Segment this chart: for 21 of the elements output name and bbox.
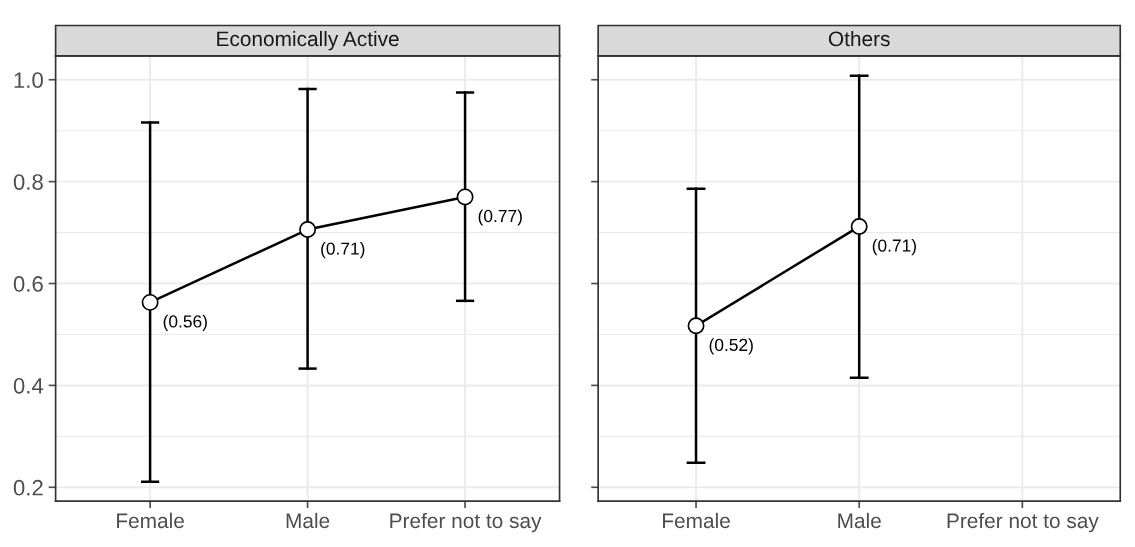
chart-title: Others <box>828 30 890 47</box>
y-tick-label: 1.0 <box>14 72 43 89</box>
x-tick-label: Male <box>838 512 881 529</box>
x-tick-label: Prefer not to say <box>390 512 542 533</box>
point <box>456 188 474 206</box>
y-tick-label: 0.8 <box>13 174 43 190</box>
data-label: (0.52) <box>709 338 753 355</box>
data-label: (0.77) <box>478 209 522 226</box>
x-tick-label: Prefer not to say <box>947 512 1099 533</box>
y-tick-label: 0.6 <box>13 276 43 292</box>
y-tick-label: 0.2 <box>13 479 43 496</box>
y-tick-label: 0.4 <box>13 377 44 394</box>
point <box>141 293 159 311</box>
data-label: (0.56) <box>163 314 207 332</box>
x-tick-label: Female <box>117 512 184 529</box>
data-label: (0.71) <box>321 242 365 259</box>
chart-title: Economically Active <box>217 30 399 51</box>
x-tick-label: Male <box>286 512 330 529</box>
point <box>299 221 317 238</box>
x-tick-label: Female <box>663 512 730 529</box>
data-label: (0.71) <box>872 238 916 256</box>
